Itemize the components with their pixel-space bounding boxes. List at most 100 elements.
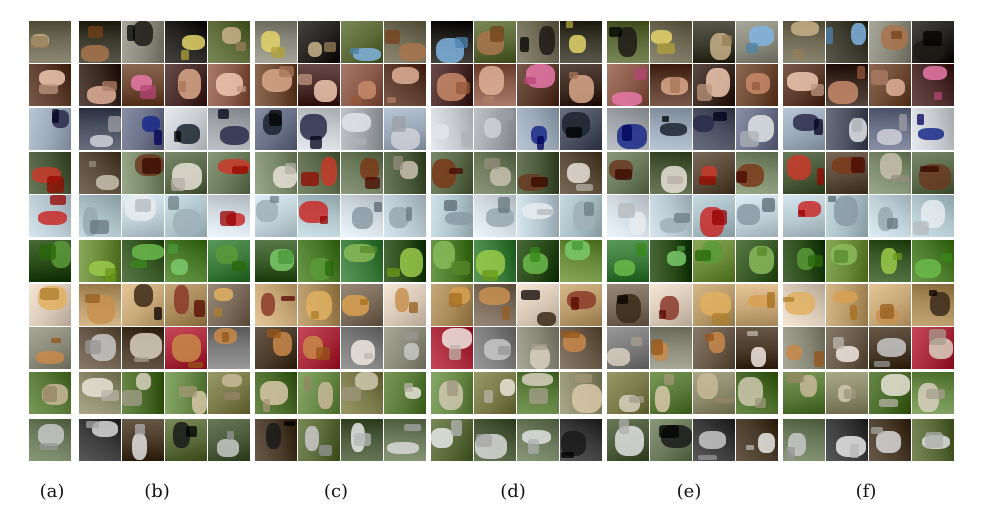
thumbnail-image (650, 372, 692, 414)
thumbnail-image (693, 108, 735, 150)
thumbnail-image (255, 419, 297, 461)
thumbnail-image (912, 21, 954, 63)
thumbnail-image (607, 108, 649, 150)
thumbnail-image (384, 21, 426, 63)
thumbnail-image (517, 195, 559, 237)
thumbnail-image (122, 284, 164, 326)
thumbnail-image (255, 284, 297, 326)
thumbnail-image (79, 419, 121, 461)
thumbnail-image (736, 372, 778, 414)
thumbnail-image (650, 21, 692, 63)
thumbnail-image (912, 419, 954, 461)
thumbnail-image (79, 195, 121, 237)
thumbnail-image (693, 21, 735, 63)
thumbnail-image (384, 195, 426, 237)
thumbnail-image (165, 284, 207, 326)
thumbnail-image (693, 327, 735, 369)
thumbnail-image (869, 327, 911, 369)
thumbnail-image (208, 372, 250, 414)
thumbnail-image (474, 284, 516, 326)
thumbnail-image (912, 284, 954, 326)
thumbnail-image (29, 372, 71, 414)
thumbnail-image (165, 195, 207, 237)
thumbnail-image (607, 327, 649, 369)
thumbnail-image (560, 152, 602, 194)
thumbnail-image (560, 372, 602, 414)
thumbnail-image (255, 152, 297, 194)
thumbnail-image (29, 21, 71, 63)
thumbnail-image (736, 108, 778, 150)
thumbnail-image (122, 372, 164, 414)
thumbnail-image (783, 108, 825, 150)
thumbnail-image (29, 327, 71, 369)
thumbnail-image (29, 240, 71, 282)
thumbnail-image (826, 64, 868, 106)
thumbnail-image (693, 195, 735, 237)
thumbnail-image (826, 372, 868, 414)
thumbnail-image (255, 195, 297, 237)
thumbnail-image (560, 64, 602, 106)
thumbnail-image (208, 284, 250, 326)
thumbnail-image (384, 327, 426, 369)
thumbnail-image (165, 64, 207, 106)
thumbnail-image (298, 240, 340, 282)
thumbnail-image (826, 240, 868, 282)
thumbnail-image (912, 195, 954, 237)
thumbnail-image (826, 419, 868, 461)
thumbnail-image (693, 240, 735, 282)
thumbnail-image (208, 327, 250, 369)
thumbnail-image (783, 419, 825, 461)
thumbnail-image (517, 64, 559, 106)
thumbnail-image (783, 327, 825, 369)
thumbnail-image (208, 195, 250, 237)
thumbnail-image (912, 64, 954, 106)
thumbnail-image (341, 152, 383, 194)
thumbnail-image (29, 195, 71, 237)
thumbnail-image (79, 284, 121, 326)
panel-label: (c) (323, 481, 349, 502)
thumbnail-image (79, 152, 121, 194)
thumbnail-image (736, 64, 778, 106)
thumbnail-image (650, 284, 692, 326)
thumbnail-image (122, 419, 164, 461)
thumbnail-image (122, 195, 164, 237)
thumbnail-image (607, 419, 649, 461)
thumbnail-image (298, 21, 340, 63)
thumbnail-image (607, 195, 649, 237)
thumbnail-image (869, 21, 911, 63)
thumbnail-image (431, 195, 473, 237)
thumbnail-image (431, 240, 473, 282)
thumbnail-image (165, 152, 207, 194)
thumbnail-image (431, 21, 473, 63)
thumbnail-image (298, 152, 340, 194)
thumbnail-image (869, 284, 911, 326)
thumbnail-image (431, 372, 473, 414)
thumbnail-image (208, 108, 250, 150)
thumbnail-image (255, 327, 297, 369)
thumbnail-image (560, 21, 602, 63)
thumbnail-image (607, 284, 649, 326)
thumbnail-image (783, 64, 825, 106)
thumbnail-image (298, 108, 340, 150)
thumbnail-image (869, 108, 911, 150)
thumbnail-image (29, 284, 71, 326)
thumbnail-image (208, 419, 250, 461)
thumbnail-image (693, 372, 735, 414)
panel-label: (f) (855, 481, 877, 502)
thumbnail-image (650, 108, 692, 150)
panel-label: (b) (144, 481, 170, 502)
thumbnail-image (517, 21, 559, 63)
thumbnail-image (736, 152, 778, 194)
thumbnail-image (384, 64, 426, 106)
thumbnail-image (79, 372, 121, 414)
thumbnail-image (122, 64, 164, 106)
thumbnail-image (122, 327, 164, 369)
thumbnail-image (560, 327, 602, 369)
thumbnail-image (208, 152, 250, 194)
thumbnail-image (208, 64, 250, 106)
thumbnail-image (298, 372, 340, 414)
thumbnail-image (122, 21, 164, 63)
thumbnail-image (341, 64, 383, 106)
thumbnail-image (431, 64, 473, 106)
thumbnail-image (431, 419, 473, 461)
